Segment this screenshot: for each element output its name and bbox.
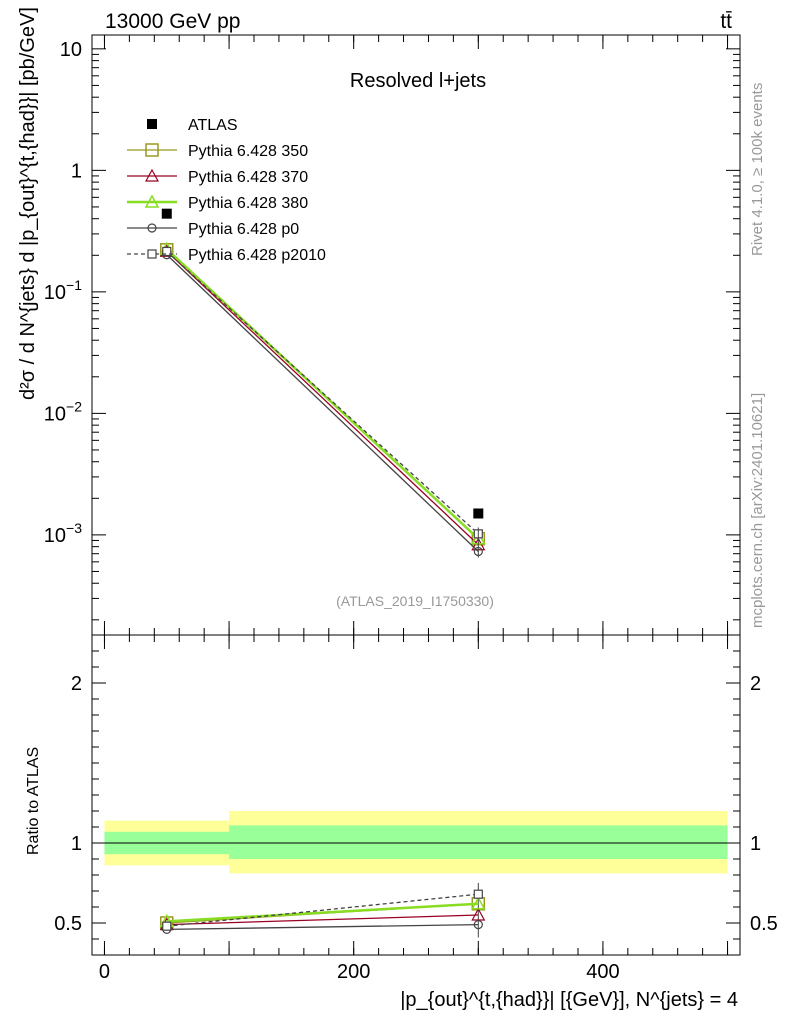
main-line-pythia-6-428-370 [166, 250, 479, 546]
rivet-version-label: Rivet 4.1.0, ≥ 100k events [749, 83, 766, 256]
mcplots-label: mcplots.cern.ch [arXiv:2401.10621] [749, 393, 766, 628]
ratio-point-pythia-6-428-380-1 [471, 896, 486, 910]
data-point-atlas-1 [473, 508, 484, 519]
legend-label-pythia-6-428-370: Pythia 6.428 370 [188, 169, 308, 186]
header-collision-label: 13000 GeV pp [105, 10, 240, 33]
header-process-label: tt̄ [720, 10, 732, 33]
data-point-atlas-0 [161, 208, 172, 219]
main-axes: 10 1 10−1 10−2 10−3 [44, 35, 740, 635]
ratio-point-pythia-6-428-370-1 [471, 907, 486, 921]
legend: ATLAS Pythia 6.428 350 Pythia 6.428 370 Pyt… [127, 117, 326, 264]
main-y-tick-label-0: 10 [60, 39, 82, 61]
main-line-pythia-6-428-p2010 [166, 250, 479, 535]
legend-label-pythia-6-428-p0: Pythia 6.428 p0 [188, 221, 299, 238]
main-y-tick-label-4: 10−3 [44, 520, 82, 547]
legend-marker-atlas [147, 119, 157, 129]
main-plot-title: Resolved l+jets [350, 70, 486, 92]
legend-label-pythia-6-428-p2010: Pythia 6.428 p2010 [188, 247, 326, 264]
legend-label-atlas: ATLAS [188, 117, 238, 134]
main-y-axis-label: d²σ / d N^{jets} d |p_{out}^{t,{had}}| [… [17, 7, 39, 400]
ratio-line-pythia-6-428-370 [166, 914, 479, 926]
ratio-y-tick-label-left-0: 0.5 [54, 913, 82, 935]
ratio-y-axis-label: Ratio to ATLAS [25, 747, 42, 855]
main-y-tick-label-3: 10−2 [44, 398, 82, 425]
ratio-band-inner-1 [229, 825, 728, 859]
main-point-pythia-6-428-p2010-0 [162, 246, 172, 257]
analysis-watermark: (ATLAS_2019_I1750330) [336, 593, 494, 609]
ratio-plot-panel: 0.5 0.5 1 1 2 2 0 200 400 Ratio to ATLAS |p_{out… [25, 634, 778, 1011]
ratio-y-tick-label-left-1: 1 [71, 833, 82, 855]
legend-marker-pythia-6-428-350 [145, 143, 159, 157]
ratio-y-tick-label-right-0: 0.5 [750, 913, 778, 935]
main-line-pythia-6-428-p0 [166, 254, 479, 552]
ratio-y-tick-label-left-2: 2 [71, 673, 82, 695]
ratio-line-pythia-6-428-380 [166, 902, 479, 923]
ratio-plot-marks [104, 811, 728, 938]
x-tick-label-2: 400 [586, 961, 619, 983]
main-y-tick-label-1: 1 [71, 160, 82, 182]
legend-marker-pythia-6-428-p2010 [147, 249, 157, 259]
legend-label-pythia-6-428-350: Pythia 6.428 350 [188, 143, 308, 160]
legend-label-pythia-6-428-380: Pythia 6.428 380 [188, 195, 308, 212]
main-plot-marks [159, 208, 486, 558]
x-tick-label-0: 0 [99, 961, 110, 983]
x-tick-label-1: 200 [337, 961, 370, 983]
main-line-pythia-6-428-380 [165, 248, 480, 540]
ratio-axes: 0.5 0.5 1 1 2 2 0 200 400 [54, 635, 778, 983]
ratio-point-pythia-6-428-p0-1 [473, 919, 483, 930]
legend-marker-pythia-6-428-380 [144, 194, 160, 208]
legend-marker-pythia-6-428-p0 [147, 223, 157, 233]
ratio-y-tick-label-right-1: 1 [750, 833, 761, 855]
main-y-tick-label-2: 10−1 [44, 277, 82, 304]
ratio-line-pythia-6-428-p2010 [166, 893, 479, 927]
main-plot-panel: 10 1 10−1 10−2 10−3 Resolved l+jets (ATLAS_2… [17, 7, 741, 636]
legend-marker-pythia-6-428-370 [144, 168, 160, 182]
ratio-y-tick-label-right-2: 2 [750, 673, 761, 695]
x-axis-label: |p_{out}^{t,{had}}| [{GeV}], N^{jets} = … [400, 989, 738, 1011]
ratio-line-pythia-6-428-p0 [166, 923, 479, 931]
ratio-point-pythia-6-428-p2010-1 [473, 889, 483, 899]
ratio-point-pythia-6-428-p2010-0 [162, 921, 172, 931]
